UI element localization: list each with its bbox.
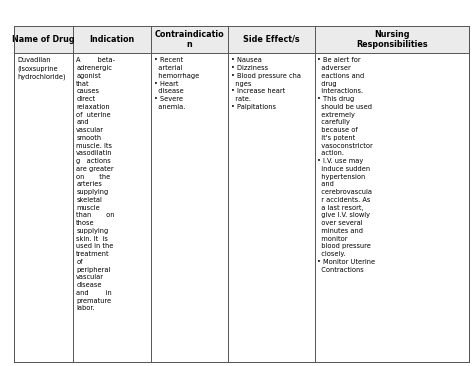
- Text: A        beta-
adrenergic
agonist
that
causes
direct
relaxation
of  uterine
and
: A beta- adrenergic agonist that causes d…: [76, 57, 115, 311]
- Text: Nursing
Responsibilities: Nursing Responsibilities: [356, 30, 428, 49]
- Text: • Recent
  arterial
  hemorrhage
• Heart
  disease
• Severe
  anemia.: • Recent arterial hemorrhage • Heart dis…: [154, 57, 199, 110]
- Text: • Nausea
• Dizziness
• Blood pressure cha
  nges
• Increase heart
  rate.
• Palp: • Nausea • Dizziness • Blood pressure ch…: [231, 57, 301, 110]
- Text: • Be alert for
  adverser
  eactions and
  drug
  interactions.
• This drug
  sh: • Be alert for adverser eactions and dru…: [318, 57, 375, 273]
- Text: Contraindicatio
n: Contraindicatio n: [155, 30, 224, 49]
- Bar: [14, 26, 469, 53]
- Text: Name of Drug: Name of Drug: [12, 35, 75, 44]
- Text: Duvadilan
(Isoxsuprine
hydrochloride): Duvadilan (Isoxsuprine hydrochloride): [17, 57, 66, 80]
- Text: Side Effect/s: Side Effect/s: [243, 35, 300, 44]
- Text: Indication: Indication: [90, 35, 135, 44]
